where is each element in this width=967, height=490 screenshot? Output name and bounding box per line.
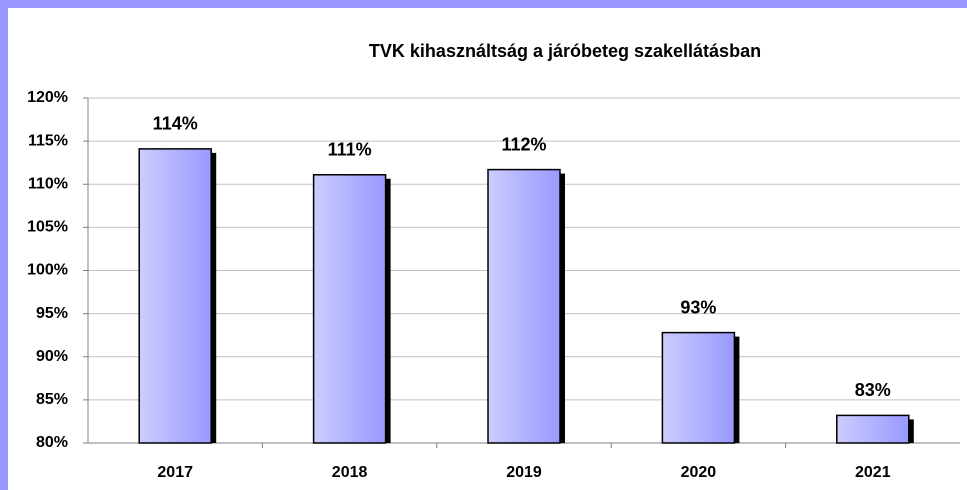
data-label: 111% — [328, 140, 372, 160]
data-label: 83% — [855, 380, 891, 400]
x-tick-label: 2021 — [855, 464, 891, 481]
y-tick-label: 100% — [27, 262, 68, 279]
bar — [312, 174, 387, 444]
bar — [661, 331, 736, 444]
x-tick-label: 2019 — [506, 464, 542, 481]
x-tick-label: 2018 — [332, 464, 368, 481]
top-frame — [0, 0, 967, 8]
bar — [138, 148, 212, 444]
bar — [836, 414, 910, 444]
y-tick-label: 105% — [27, 219, 68, 236]
y-tick-label: 120% — [27, 89, 68, 106]
x-tick-label: 2020 — [681, 464, 717, 481]
y-tick-label: 115% — [28, 132, 68, 149]
data-label: 112% — [501, 134, 546, 154]
bar — [487, 168, 561, 444]
y-tick-label: 110% — [28, 175, 68, 192]
data-label: 114% — [153, 114, 198, 134]
x-tick-label: 2017 — [157, 464, 193, 481]
y-tick-label: 95% — [36, 305, 68, 322]
y-tick-label: 90% — [36, 348, 68, 365]
left-frame — [0, 0, 8, 490]
y-tick-label: 80% — [36, 434, 68, 451]
y-tick-label: 85% — [36, 391, 68, 408]
data-label: 93% — [680, 297, 716, 317]
chart-title: TVK kihasználtság a járóbeteg szakellátá… — [369, 41, 761, 61]
